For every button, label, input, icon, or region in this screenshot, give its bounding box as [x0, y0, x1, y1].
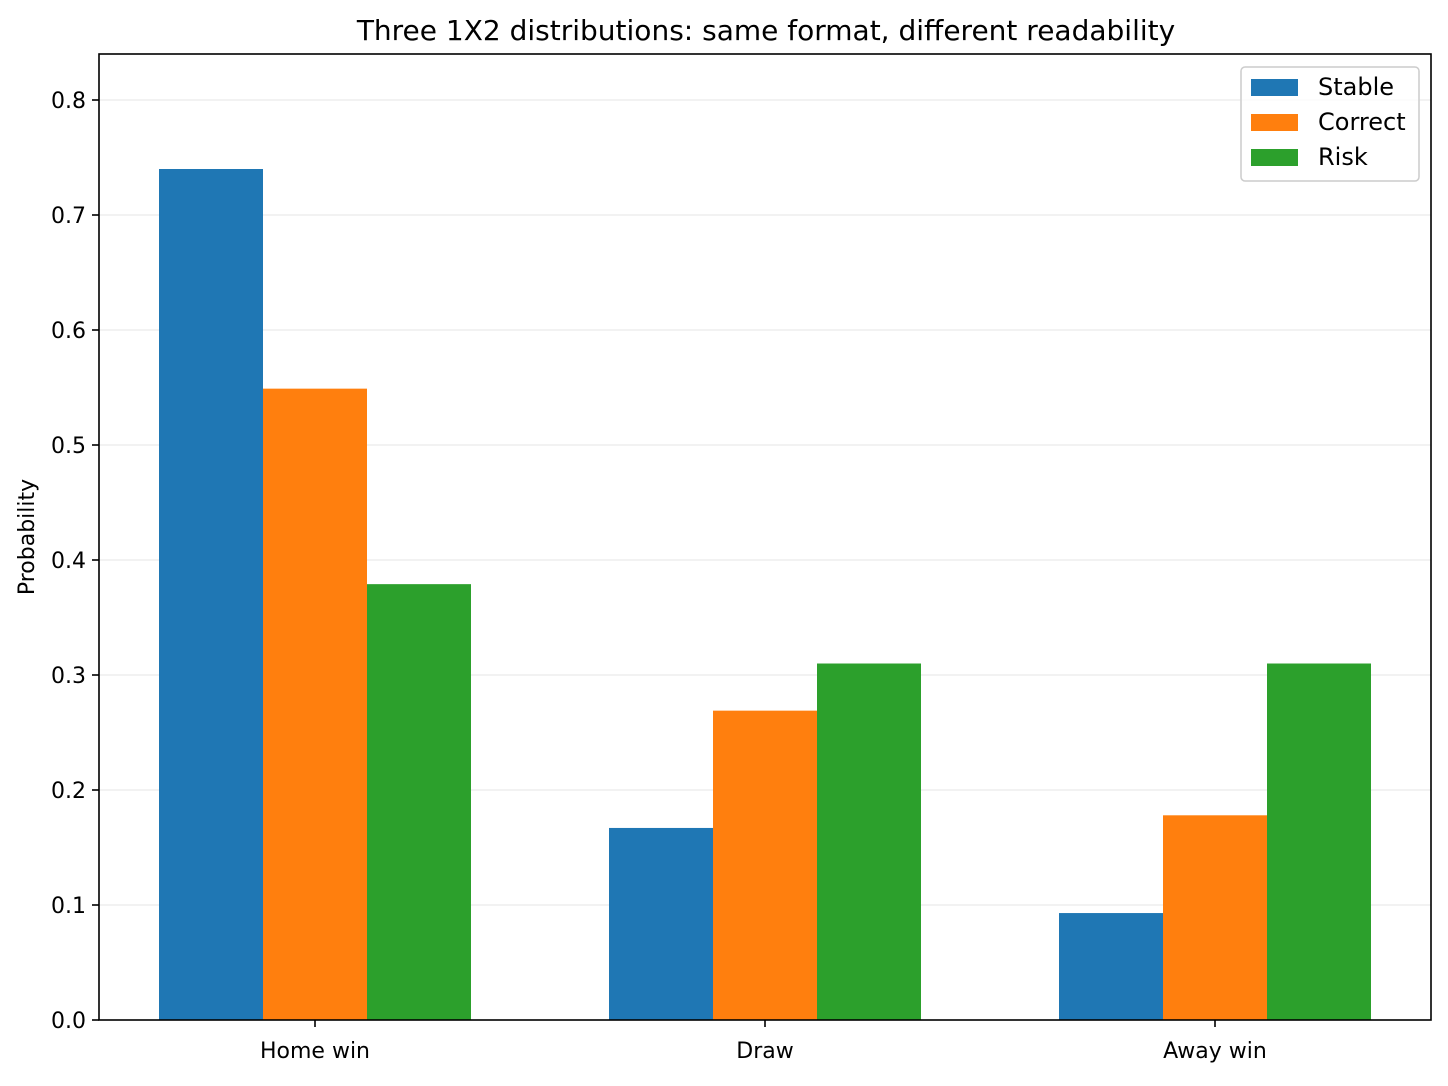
legend-label-stable: Stable: [1318, 73, 1394, 101]
y-tick-label: 0.4: [51, 549, 86, 574]
y-tick-label: 0.3: [51, 664, 86, 689]
y-tick-label: 0.6: [51, 319, 86, 344]
y-tick-label: 0.8: [51, 89, 86, 114]
y-axis: 0.0 0.1 0.2 0.3 0.4 0.5 0.6 0.7 0.8: [51, 89, 99, 1034]
legend-swatch-stable: [1251, 79, 1298, 96]
x-tick-label: Draw: [736, 1039, 793, 1064]
y-tick-label: 0.1: [51, 894, 86, 919]
y-tick-label: 0.0: [51, 1009, 86, 1034]
bar-risk-home-win: [367, 584, 471, 1020]
y-tick-label: 0.2: [51, 779, 86, 804]
chart-title: Three 1X2 distributions: same format, di…: [356, 14, 1175, 47]
bars: [159, 169, 1371, 1020]
x-axis: Home win Draw Away win: [260, 1020, 1267, 1064]
x-tick-label: Home win: [260, 1039, 370, 1064]
bar-risk-away-win: [1267, 663, 1371, 1020]
legend: Stable Correct Risk: [1240, 66, 1420, 182]
bar-correct-home-win: [263, 388, 367, 1020]
legend-swatch-risk: [1251, 149, 1298, 166]
y-axis-label: Probability: [15, 479, 40, 595]
bar-correct-draw: [713, 710, 817, 1020]
bar-risk-draw: [817, 663, 921, 1020]
x-tick-label: Away win: [1163, 1039, 1267, 1064]
legend-label-correct: Correct: [1318, 108, 1406, 136]
y-tick-label: 0.5: [51, 434, 86, 459]
bar-stable-home-win: [159, 169, 263, 1020]
bar-stable-away-win: [1059, 913, 1163, 1020]
bar-stable-draw: [609, 827, 713, 1020]
bar-correct-away-win: [1163, 815, 1267, 1020]
y-tick-label: 0.7: [51, 204, 86, 229]
legend-swatch-correct: [1251, 114, 1298, 131]
legend-label-risk: Risk: [1318, 143, 1368, 171]
